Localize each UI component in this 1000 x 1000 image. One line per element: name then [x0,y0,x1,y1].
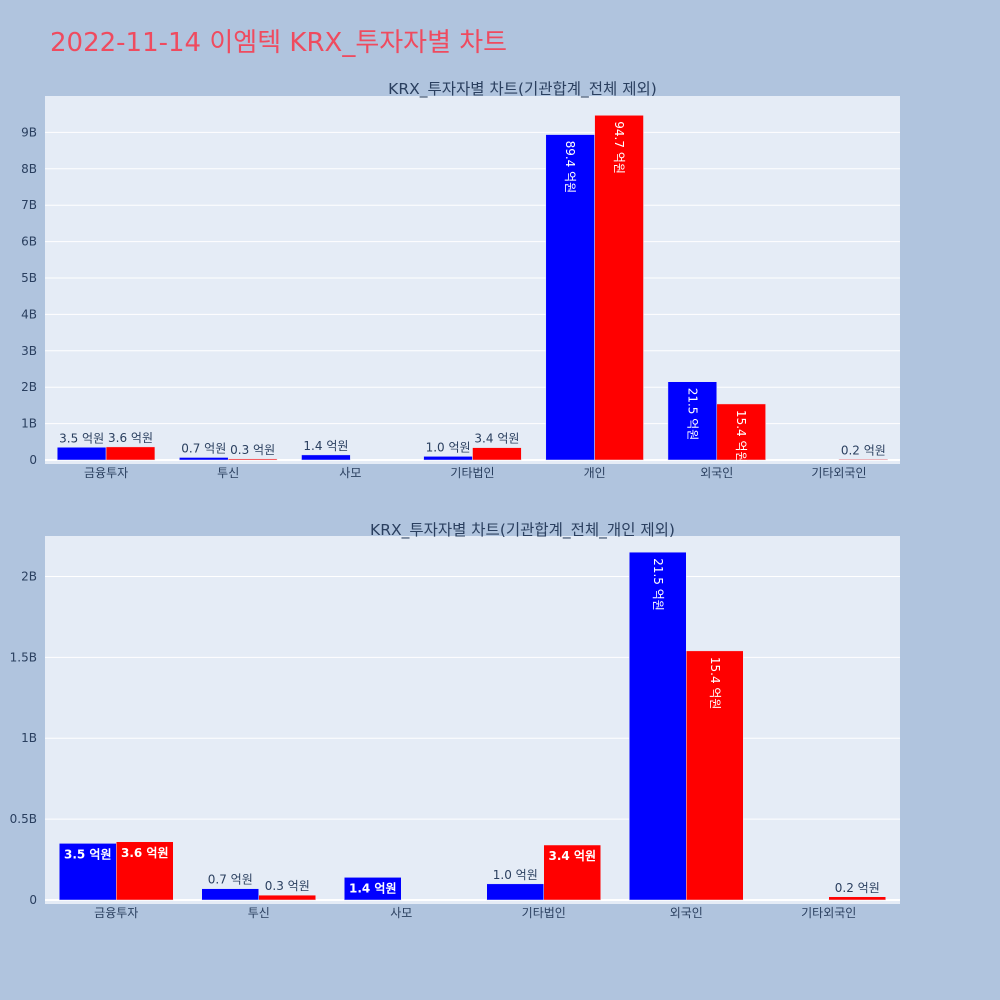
y-tick-label: 5B [21,271,37,285]
bar-2 [686,650,744,901]
bar-1 [56,447,107,461]
y-tick-label: 0 [29,453,37,467]
bar-2 [838,459,889,461]
data-label: 1.4 억원 [349,881,397,895]
chart-1: 0 1B 2B 3B 4B 5B 6B 7B 8B 9B KRX_투자자별 차트(기관합계_전체 제… [21,80,900,480]
x-tick-label: 투신 [248,906,270,920]
y-tick-label: 1B [21,417,37,431]
data-label: 21.5 억원 [651,558,665,611]
chart-subtitle: KRX_투자자별 차트(기관합계_전체_개인 제외) [370,521,675,540]
bar-2 [105,446,156,461]
bar-2 [594,115,644,461]
y-tick-label: 4B [21,307,37,321]
x-tick-label: 사모 [339,466,361,480]
y-tick-label: 8B [21,162,37,176]
data-label: 15.4 억원 [708,657,722,710]
data-label: 1.4 억원 [303,439,348,453]
plot-background [45,536,900,904]
data-label: 15.4 억원 [734,410,748,463]
bar-1 [179,457,229,461]
x-tick-label: 사모 [390,906,412,920]
x-tick-label: 금융투자 [94,906,138,920]
x-tick-label: 기타법인 [522,906,566,920]
plot-background [45,96,900,464]
x-tick-label: 개인 [584,466,606,480]
x-tick-label: 외국인 [670,906,703,920]
data-label: 0.2 억원 [841,443,886,457]
bar-1 [545,134,595,461]
y-tick-label: 2B [21,569,37,583]
data-label: 3.5 억원 [59,431,104,445]
bar-1 [344,877,402,901]
x-tick-label: 기타외국인 [801,906,856,920]
data-label: 1.0 억원 [493,868,538,882]
data-label: 3.4 억원 [474,432,519,446]
data-label: 0.3 억원 [230,443,275,457]
y-tick-label: 7B [21,198,37,212]
data-label: 3.5 억원 [64,847,112,861]
bar-1 [301,454,351,461]
bar-1 [201,888,259,901]
bar-1 [667,381,718,461]
bar-1 [423,456,473,461]
data-label: 0.7 억원 [208,873,253,887]
data-label: 0.7 억원 [181,441,226,455]
data-label: 0.2 억원 [835,881,880,895]
y-tick-label: 9B [21,125,37,139]
data-label: 94.7 억원 [612,121,626,174]
page-title: 2022-11-14 이엠텍 KRX_투자자별 차트 [50,28,508,58]
y-tick-label: 2B [21,380,37,394]
data-label: 1.0 억원 [426,440,471,454]
data-label: 3.6 억원 [108,431,153,445]
bar-2 [543,844,601,901]
y-tick-label: 1B [21,731,37,745]
x-tick-label: 기타외국인 [811,466,866,480]
bar-2 [472,447,522,461]
x-tick-label: 기타법인 [450,466,494,480]
bar-2 [227,458,278,461]
data-label: 3.4 억원 [548,849,596,863]
chart-subtitle: KRX_투자자별 차트(기관합계_전체 제외) [388,80,657,99]
y-tick-label: 1.5B [10,650,37,664]
x-tick-label: 투신 [217,466,239,480]
x-tick-label: 금융투자 [84,466,128,480]
data-label: 3.6 억원 [121,846,169,860]
data-label: 89.4 억원 [563,141,577,194]
bar-1 [629,551,687,901]
chart-2: 0 0.5B 1B 1.5B 2B KRX_투자자별 차트(기관합계_전체_개인 제외) 금… [10,521,900,920]
data-label: 0.3 억원 [265,879,310,893]
bar-2 [116,841,174,901]
bar-2 [258,894,316,901]
data-label: 21.5 억원 [685,388,699,441]
bar-1 [486,883,544,901]
bar-1 [59,843,117,901]
y-tick-label: 0.5B [10,812,37,826]
x-tick-label: 외국인 [700,466,733,480]
bar-2 [828,896,886,901]
bar-2 [716,403,766,461]
y-tick-label: 6B [21,235,37,249]
y-tick-label: 3B [21,344,37,358]
y-tick-label: 0 [29,893,37,907]
